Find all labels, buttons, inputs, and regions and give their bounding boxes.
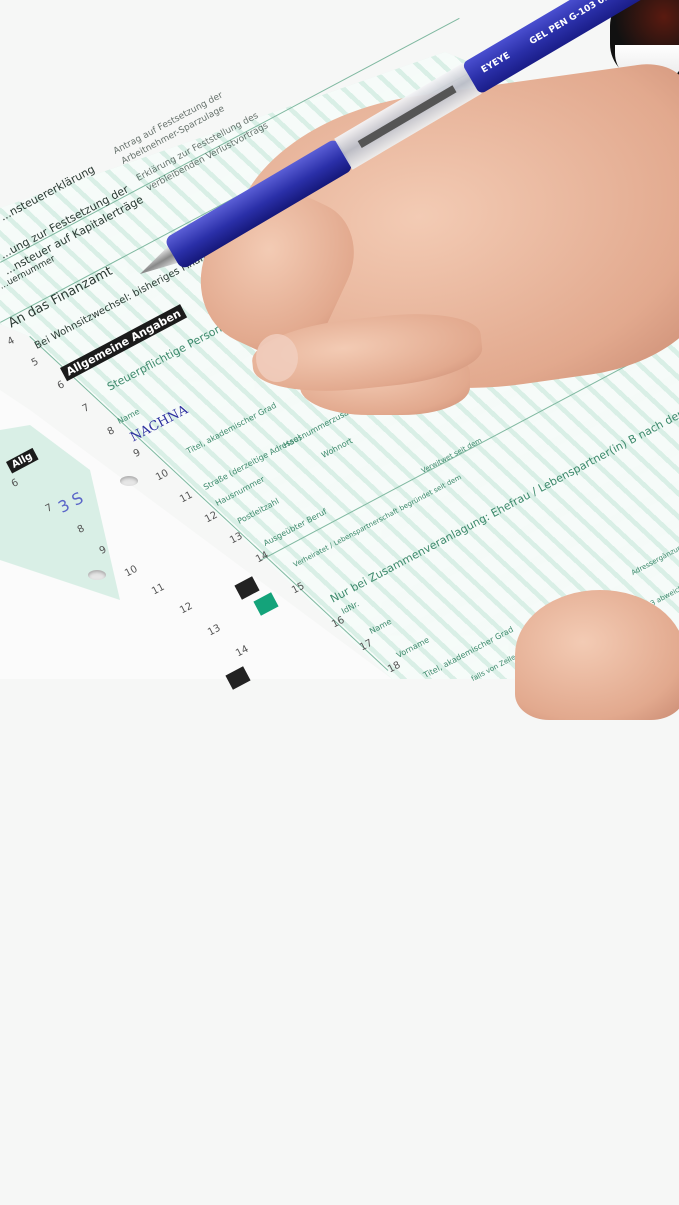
row-number: 7 bbox=[80, 402, 92, 415]
row-number: 6 bbox=[55, 379, 67, 392]
row-number: 10 bbox=[154, 467, 171, 484]
punch-hole bbox=[120, 476, 138, 486]
pen-brand: EYEYE bbox=[479, 50, 513, 76]
row-number: 4 bbox=[5, 335, 17, 348]
row-number: 5 bbox=[29, 356, 41, 369]
pen-model: GEL PEN G-103 0.7 bbox=[528, 0, 615, 48]
punch-hole bbox=[88, 570, 106, 580]
row-number: 8 bbox=[105, 425, 117, 438]
row-number: 11 bbox=[178, 489, 195, 506]
row-number: 9 bbox=[131, 447, 143, 460]
thumbnail bbox=[256, 334, 298, 382]
other-hand-finger bbox=[515, 590, 679, 720]
